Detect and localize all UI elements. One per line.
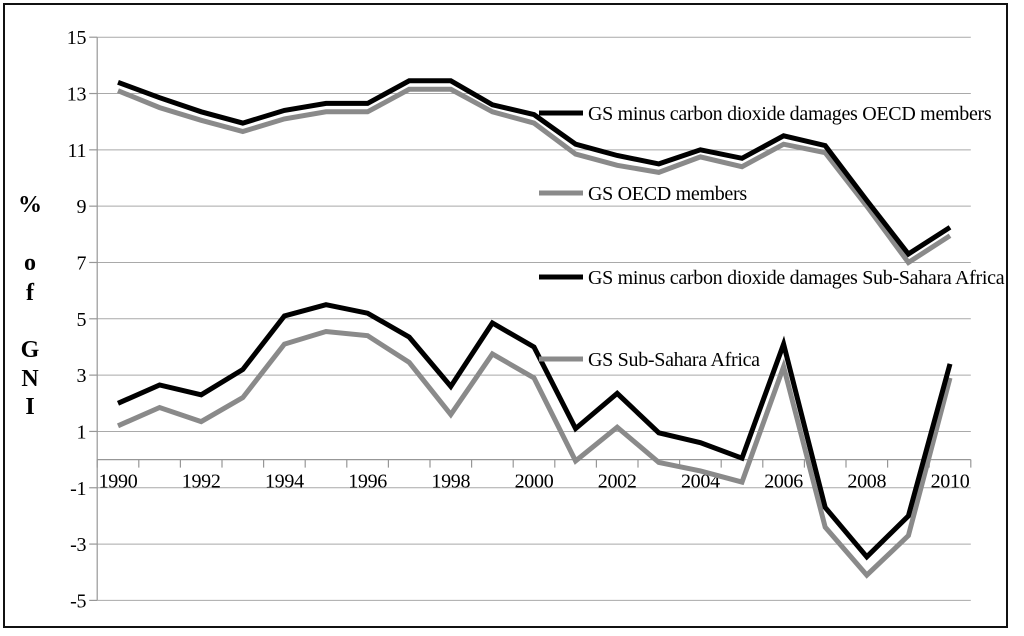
- y-axis-title-char: o: [24, 250, 36, 276]
- y-tick-label: 7: [76, 252, 86, 274]
- legend-label-gs-minus-carbon-dioxide-damages-oecd-members: GS minus carbon dioxide damages OECD mem…: [588, 103, 992, 125]
- y-axis-title-char: N: [21, 366, 39, 392]
- x-tick-label: 1998: [431, 471, 470, 493]
- y-axis-title-char: G: [20, 337, 40, 363]
- x-tick-label: 1992: [182, 471, 221, 493]
- y-tick-label: -5: [70, 590, 86, 612]
- x-tick-label: 2000: [515, 471, 554, 493]
- x-tick-label: 2006: [764, 471, 803, 493]
- y-axis-title-char: f: [26, 280, 34, 306]
- series-line-gs-minus-carbon-dioxide-damages-sub-sahara-africa: [116, 302, 953, 561]
- y-tick-label: 3: [76, 365, 86, 387]
- legend-label-gs-sub-sahara-africa: GS Sub-Sahara Africa: [588, 349, 760, 371]
- legend-label-gs-minus-carbon-dioxide-damages-sub-sahara-africa: GS minus carbon dioxide damages Sub-Saha…: [588, 267, 1005, 289]
- x-tick-label: 2010: [931, 471, 970, 493]
- x-tick-label: 1994: [265, 471, 304, 493]
- y-tick-label: 15: [67, 27, 87, 49]
- y-tick-label: 1: [76, 421, 86, 443]
- series-line-gs-oecd-members: [117, 86, 952, 266]
- y-tick-label: 11: [68, 140, 87, 162]
- y-tick-label: 5: [76, 309, 86, 331]
- x-tick-label: 2008: [847, 471, 886, 493]
- x-tick-label: 2002: [598, 471, 637, 493]
- y-tick-label: -1: [70, 478, 86, 500]
- y-tick-label: 9: [76, 196, 86, 218]
- x-tick-label: 1996: [348, 471, 387, 493]
- y-axis-title-char: I: [25, 394, 35, 420]
- y-axis-title-char: %: [18, 192, 42, 218]
- legend-label-gs-oecd-members: GS OECD members: [588, 183, 747, 205]
- x-tick-label: 1990: [99, 471, 138, 493]
- series-line-gs-minus-carbon-dioxide-damages-oecd-members: [117, 78, 952, 258]
- y-tick-label: 13: [67, 84, 87, 106]
- y-tick-label: -3: [70, 534, 86, 556]
- series-line-gs-sub-sahara-africa: [116, 328, 953, 579]
